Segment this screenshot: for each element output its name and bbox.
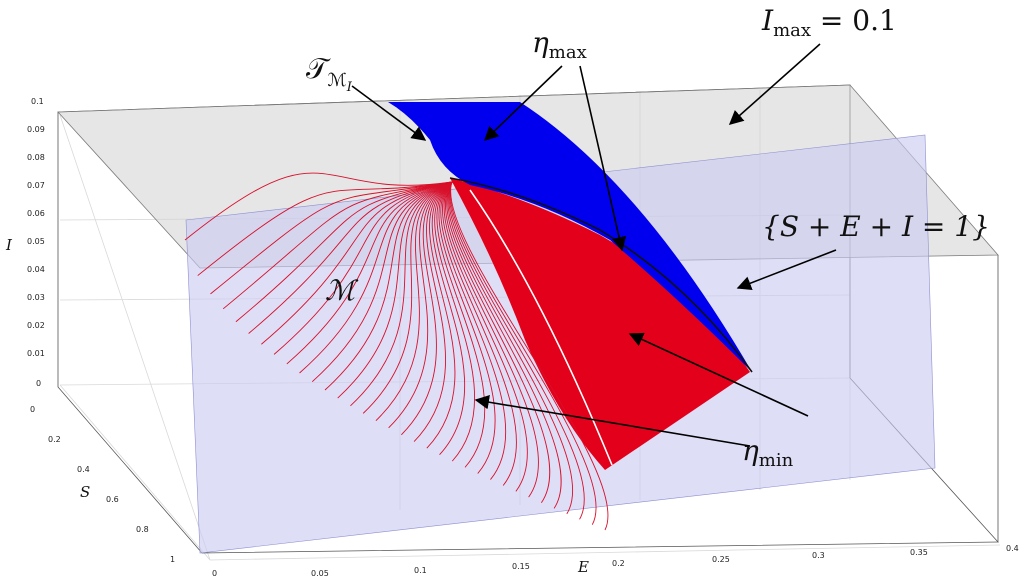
e-tick: 0.35 (910, 548, 928, 557)
i-tick: 0.06 (27, 209, 45, 218)
boundary-curve (449, 177, 753, 373)
s-tick: 0.6 (106, 495, 119, 504)
tangent-label: 𝒯ℳI (306, 52, 353, 95)
i-axis-label: I (5, 236, 13, 254)
manifold-curve (449, 181, 597, 525)
manifold-curve (442, 181, 517, 486)
e-tick: 0 (212, 569, 217, 578)
manifold-curve (413, 181, 453, 442)
i-axis: 0.1 0.09 0.08 0.07 0.06 0.05 0.04 0.03 0… (5, 97, 45, 388)
annotation-eta-max: ηmax (483, 26, 627, 252)
manifold-curve (448, 181, 574, 515)
manifold-curve (299, 181, 453, 374)
annotation-tangent: 𝒯ℳI (306, 52, 427, 141)
i-tick: 0.05 (27, 237, 45, 246)
i-tick: 0.09 (27, 125, 45, 134)
annotation-plane: {S + E + I = 1} (736, 210, 990, 291)
manifold-curve (261, 181, 453, 345)
s-tick: 0.2 (48, 435, 61, 444)
eta-max-label: ηmax (532, 26, 587, 63)
manifold-curve (440, 181, 507, 480)
manifold-curve (222, 181, 453, 310)
manifold-curve (447, 181, 562, 509)
manifold-curve (197, 181, 453, 276)
red-surface (450, 178, 750, 470)
e-tick: 0.1 (414, 566, 427, 575)
i-tick: 0 (36, 379, 41, 388)
s-axis-label: S (80, 483, 90, 501)
manifold-curve (436, 181, 486, 468)
i-tick: 0.07 (27, 181, 45, 190)
i-tick: 0.01 (27, 349, 45, 358)
i-tick: 0.02 (27, 321, 45, 330)
s-tick: 0 (30, 405, 35, 414)
manifold-curve (337, 181, 453, 399)
manifold-curve (431, 181, 466, 456)
manifold-curve (286, 181, 453, 365)
manifold-curve (235, 181, 453, 323)
imax-label: Imax = 0.1 (761, 4, 897, 41)
e-tick: 0.25 (712, 555, 730, 564)
manifold-label: ℳ (325, 274, 359, 307)
manifold-curve (438, 181, 496, 474)
manifold-curve (450, 181, 609, 531)
manifold-curve (375, 181, 453, 422)
manifold-curve (401, 181, 453, 436)
manifold-curves (184, 172, 613, 531)
i-tick: 0.03 (27, 293, 45, 302)
i-tick: 0.08 (27, 153, 45, 162)
highlight-curve (469, 189, 613, 466)
i-tick: 0.1 (31, 97, 44, 106)
annotation-manifold: ℳ (325, 274, 359, 307)
e-axis: 0 0.05 0.1 0.15 0.2 0.25 0.3 0.35 0.4 E (212, 544, 1019, 578)
annotation-imax: Imax = 0.1 (728, 4, 897, 125)
manifold-curve (210, 181, 453, 295)
s-axis: 0 0.2 0.4 0.6 0.8 1 S (30, 405, 175, 564)
manifold-curve (449, 181, 585, 520)
manifold-curve (444, 181, 539, 498)
e-tick: 0.2 (612, 559, 625, 568)
s-tick: 1 (170, 555, 175, 564)
e-axis-label: E (577, 558, 589, 576)
manifold-curve (324, 181, 453, 391)
manifold-curve (350, 181, 453, 407)
s-tick: 0.8 (136, 525, 149, 534)
blue-surface (388, 102, 752, 372)
manifold-curve (248, 181, 453, 334)
manifold-curve (426, 181, 456, 449)
manifold-curve (446, 181, 551, 504)
e-tick: 0.4 (1006, 544, 1019, 553)
manifold-curve (184, 172, 453, 241)
manifold-curve (443, 181, 528, 492)
e-tick: 0.05 (311, 569, 329, 578)
e-tick: 0.15 (512, 562, 530, 571)
annotation-eta-min: ηmin (474, 332, 809, 471)
eta-min-label: ηmin (742, 434, 794, 471)
manifold-curve (311, 181, 453, 383)
manifold-curve (388, 181, 453, 429)
manifold-curve (434, 181, 475, 462)
manifold-curve (273, 181, 453, 355)
i-tick: 0.04 (27, 265, 45, 274)
plane-label: {S + E + I = 1} (762, 210, 990, 243)
e-tick: 0.3 (812, 551, 825, 560)
manifold-curve (362, 181, 453, 414)
s-tick: 0.4 (77, 465, 90, 474)
